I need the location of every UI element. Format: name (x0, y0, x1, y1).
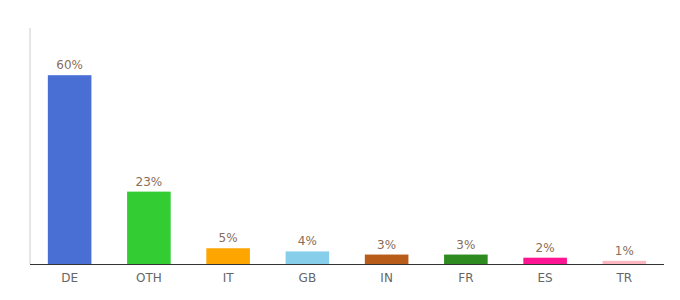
data-label: 60% (56, 58, 83, 72)
data-label: 3% (377, 238, 396, 252)
bar (523, 258, 567, 264)
bars (48, 75, 646, 264)
x-tick-label: IT (223, 271, 235, 285)
bar (603, 261, 647, 264)
bar (286, 251, 330, 264)
data-label: 3% (456, 238, 475, 252)
chart-container: DE OTH IT GB IN FR ES TR 60% 23% 5% 4% 3% 3% 2% 1% (0, 0, 680, 300)
bar (365, 255, 409, 264)
bar (444, 255, 488, 264)
x-axis-line (30, 264, 664, 265)
x-tick-label: FR (458, 271, 473, 285)
x-tick-label: ES (538, 271, 553, 285)
x-tick-label: TR (616, 271, 633, 285)
x-tick-label: GB (299, 271, 317, 285)
data-label: 4% (298, 234, 317, 248)
bar (206, 248, 250, 264)
data-label: 2% (536, 241, 555, 255)
data-label: 1% (615, 244, 634, 258)
bar (127, 192, 171, 264)
data-label: 5% (219, 231, 238, 245)
data-label: 23% (136, 175, 163, 189)
x-tick-label: DE (61, 271, 78, 285)
bar (48, 75, 92, 264)
x-tick-label: OTH (136, 271, 162, 285)
chart-svg: DE OTH IT GB IN FR ES TR 60% 23% 5% 4% 3% 3% 2% 1% (0, 0, 680, 300)
x-tick-label: IN (380, 271, 393, 285)
y-axis-line (30, 28, 31, 264)
